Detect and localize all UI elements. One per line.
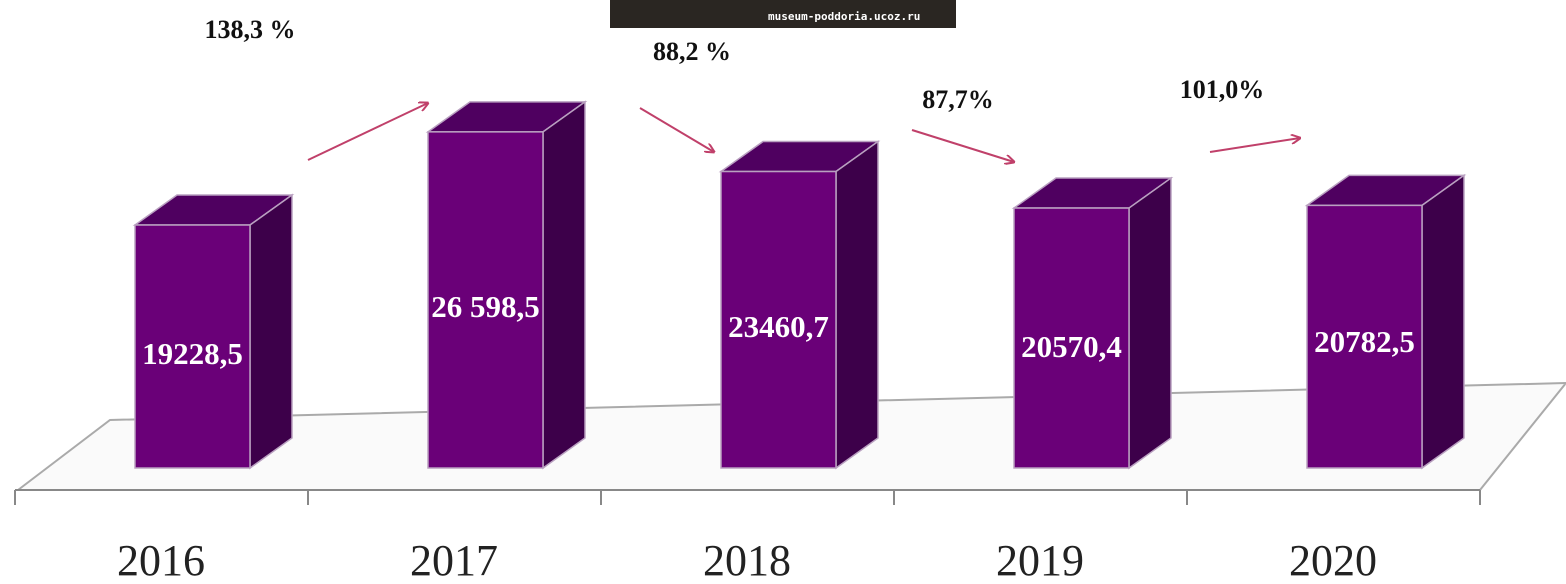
bar-side — [249, 193, 293, 470]
value-label: 23460,7 — [728, 309, 829, 344]
x-tick-label: 2020 — [1289, 536, 1377, 584]
arrow — [911, 129, 1014, 162]
x-tick-label: 2017 — [410, 536, 498, 584]
arrow — [1209, 138, 1300, 153]
arrow — [639, 107, 714, 152]
growth-label: 88,2 % — [653, 37, 731, 66]
bar — [720, 170, 837, 469]
x-tick-label: 2016 — [117, 536, 205, 584]
arrow — [307, 103, 428, 161]
bar-side — [835, 140, 879, 470]
growth-label: 138,3 % — [205, 15, 296, 44]
value-label: 20570,4 — [1021, 329, 1122, 364]
watermark-image — [610, 0, 956, 28]
bar-side — [542, 100, 586, 470]
value-label: 19228,5 — [142, 336, 243, 371]
bar — [1013, 207, 1130, 469]
value-label: 26 598,5 — [431, 289, 540, 324]
x-tick-label: 2018 — [703, 536, 791, 584]
bar — [134, 224, 251, 469]
value-label: 20782,5 — [1314, 324, 1415, 359]
bar-side — [1421, 173, 1465, 470]
watermark: museum-poddoria.ucoz.ru — [768, 10, 920, 23]
bar-side — [1128, 176, 1172, 470]
growth-label: 87,7% — [922, 85, 994, 114]
growth-label: 101,0% — [1180, 75, 1265, 104]
bar — [1306, 204, 1423, 469]
x-tick-label: 2019 — [996, 536, 1084, 584]
arrows — [307, 103, 1300, 162]
bar — [427, 131, 544, 469]
